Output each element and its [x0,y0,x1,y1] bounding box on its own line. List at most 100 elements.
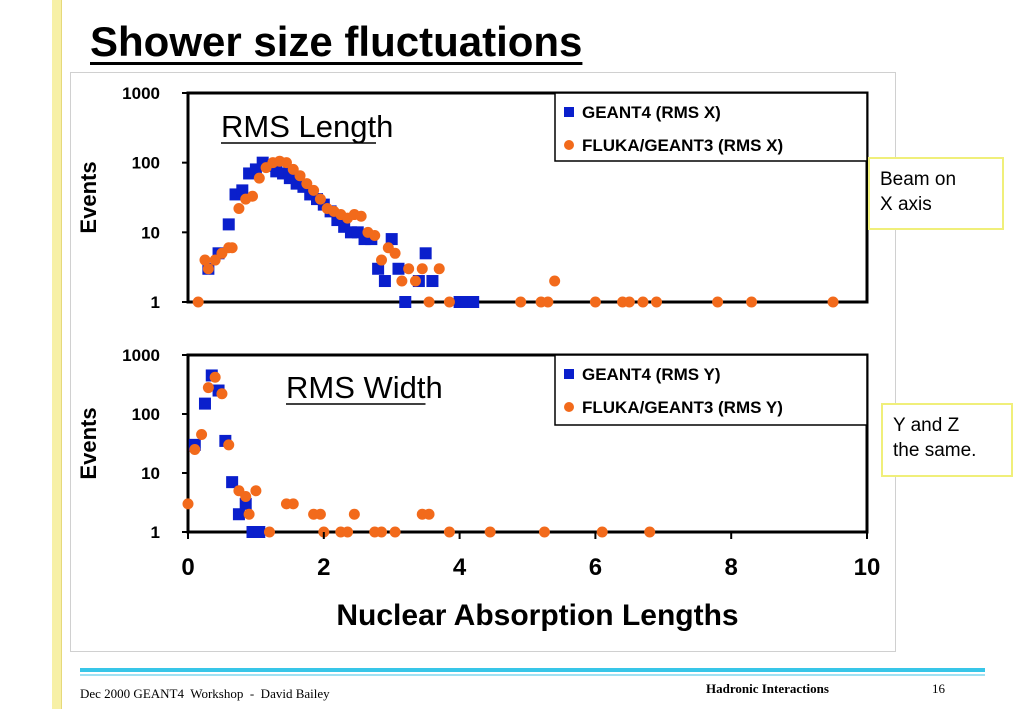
data-point-circle [589,296,601,308]
data-point-circle [199,254,211,266]
data-point-circle [746,296,758,308]
data-point-circle [712,296,724,308]
y-tick-label: 10 [141,223,160,242]
legend-label: GEANT4 (RMS X) [582,103,721,122]
data-point-circle [287,498,299,510]
x-tick-label: 4 [453,554,467,581]
data-point-circle [233,202,245,214]
data-point-circle [644,526,656,538]
data-point-circle [243,508,255,520]
x-tick-label: 0 [181,554,194,581]
y-tick-label: 1 [151,293,160,312]
note-y-z-same: Y and Z the same. [881,403,1013,477]
data-point-circle [542,296,554,308]
data-point-circle [314,193,326,205]
data-point-circle [433,263,445,275]
data-point-square [253,526,266,538]
data-point-circle [443,296,455,308]
data-point-circle [416,263,428,275]
x-tick-label: 6 [589,554,602,581]
x-tick-label: 8 [725,554,738,581]
y-tick-label: 10 [141,464,160,483]
x-tick-label: 10 [854,554,881,581]
data-point-circle [355,210,367,222]
data-point-circle [637,296,649,308]
data-point-circle [196,428,208,440]
data-point-circle [549,275,561,287]
footer-divider [80,668,985,672]
y-axis-label: Events [76,407,101,479]
data-point-square [236,184,249,197]
data-point-circle [202,263,214,275]
data-point-square [372,262,385,275]
data-point-circle [247,190,259,202]
legend-label: GEANT4 (RMS Y) [582,365,721,384]
data-point-square [419,247,432,260]
footer-author: Dec 2000 GEANT4 Workshop - David Bailey [80,686,330,701]
page-number: 16 [932,681,945,696]
data-point-circle [314,508,326,520]
x-axis-label: Nuclear Absorption Lengths [336,599,738,632]
legend-marker-square [564,369,574,379]
data-point-circle [423,508,435,520]
data-point-circle [182,498,194,510]
data-point-circle [226,242,238,254]
data-point-circle [623,296,635,308]
data-point-square [385,233,398,246]
y-tick-label: 1000 [122,346,160,365]
data-point-circle [280,157,292,169]
legend-marker-circle [564,140,574,150]
data-point-circle [596,526,608,538]
data-point-square [222,218,235,231]
left-accent-bar [52,0,62,709]
data-point-square [399,296,412,308]
legend-box [554,354,868,426]
data-point-circle [396,275,408,287]
data-point-square [467,296,480,308]
data-point-circle [308,184,320,196]
legend-marker-square [564,107,574,117]
data-point-circle [223,439,235,451]
data-point-circle [342,526,354,538]
y-axis-label: Events [76,161,101,233]
slide-title: Shower size fluctuations [90,18,583,65]
data-point-circle [389,247,401,259]
y-tick-label: 100 [132,154,160,173]
data-point-circle [189,444,201,456]
legend-label: FLUKA/GEANT3 (RMS Y) [582,398,783,417]
data-point-square [426,275,439,288]
data-point-circle [263,526,275,538]
data-point-circle [515,296,527,308]
data-point-circle [348,508,360,520]
y-tick-label: 1000 [122,84,160,103]
chart-area: 1 10 100 1000 Events RMS Length GEANT4 (RMS X)… [70,72,896,652]
data-point-square [198,397,211,410]
legend-box [554,92,868,162]
panel-title: RMS Width [286,370,443,405]
x-tick-label: 2 [317,554,330,581]
plot-frame [186,353,869,534]
data-point-circle [484,526,496,538]
data-point-square [226,476,239,489]
data-point-circle [192,296,204,308]
data-point-circle [209,254,221,266]
data-point-circle [403,263,415,275]
data-point-circle [209,371,221,383]
y-tick-label: 100 [132,405,160,424]
data-point-circle [301,178,313,190]
plot-frame [186,91,869,304]
data-point-circle [538,526,550,538]
data-point-square [378,275,391,288]
panel-title: RMS Length [221,109,393,144]
data-point-square [232,508,245,521]
note-beam-axis: Beam on X axis [868,157,1004,230]
data-point-circle [202,382,214,394]
data-point-circle [376,526,388,538]
data-point-circle [651,296,663,308]
data-point-circle [240,490,252,502]
data-point-circle [294,170,306,182]
data-point-circle [409,275,421,287]
data-point-circle [423,296,435,308]
data-point-circle [389,526,401,538]
